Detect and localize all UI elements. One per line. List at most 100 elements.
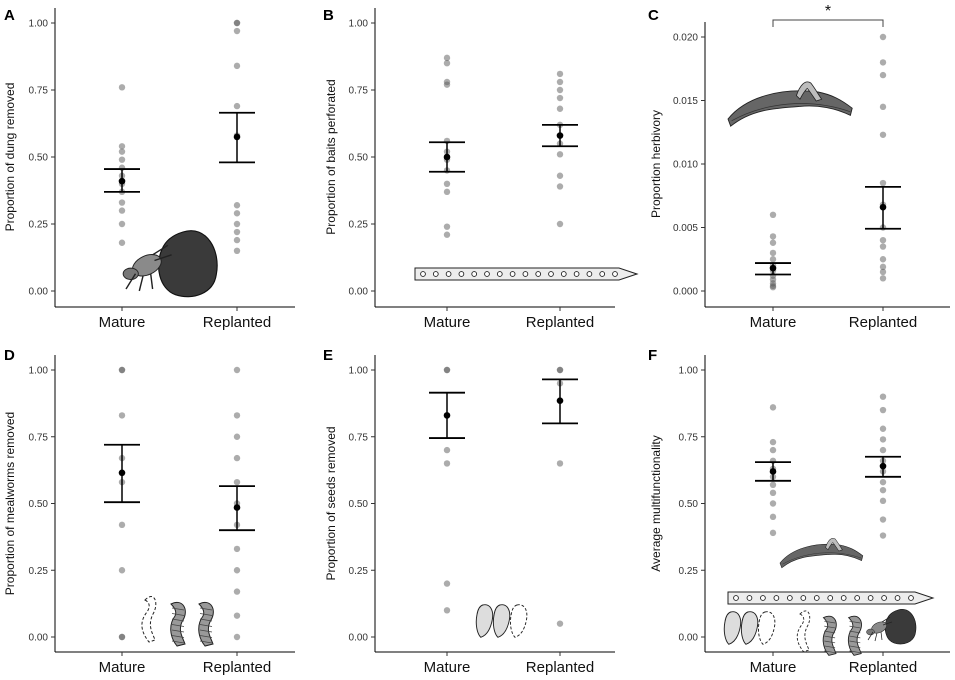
bait-hole [496, 271, 503, 277]
data-point [879, 478, 887, 486]
mealworm-segment [824, 650, 836, 654]
data-point [233, 202, 241, 209]
data-point [769, 489, 777, 497]
leaf-fold [795, 81, 823, 102]
combined-mealworms [796, 610, 862, 656]
y-tick-label: 0.020 [673, 33, 698, 44]
y-tick-label: 0.25 [679, 566, 699, 577]
bait-hole [509, 271, 516, 277]
y-tick-label: 1.00 [29, 19, 49, 30]
data-point [879, 256, 887, 263]
data-point [233, 210, 241, 217]
panel-a: A 0.00 0.25 0.50 0.75 1.00 Mature Replanted Prop… [3, 7, 295, 331]
mealworm-segment [199, 624, 213, 627]
panel-letter: F [648, 347, 657, 364]
bait-hole [573, 271, 580, 277]
data-point [233, 366, 241, 374]
data-point [233, 545, 241, 553]
data-point [556, 105, 564, 112]
data-point [233, 247, 241, 254]
x-tick-label: Mature [99, 314, 146, 331]
data-point [769, 404, 777, 411]
mealworm-segment [199, 607, 213, 611]
data-point [769, 233, 777, 240]
mealworm-segment [849, 635, 861, 639]
y-axis-title: Proportion of dung removed [3, 83, 17, 232]
x-tick-label: Mature [99, 659, 146, 676]
y-tick-label: 0.000 [673, 287, 698, 298]
bait-hole [854, 595, 861, 601]
bait-hole [760, 595, 766, 601]
data-point [233, 567, 241, 574]
data-point [233, 62, 241, 70]
data-point [879, 59, 887, 66]
y-axis-title: Proportion herbivory [649, 110, 663, 218]
data-point [879, 393, 887, 400]
mealworm [198, 602, 214, 647]
data-point [233, 433, 241, 440]
y-tick-label: 1.00 [349, 366, 369, 377]
bait-hole [458, 271, 465, 277]
bait-hole [612, 271, 618, 277]
bait-hole [560, 271, 567, 277]
mean-point [443, 412, 451, 419]
mean-point [233, 133, 241, 141]
mealworm-segment [849, 630, 861, 634]
data-point [443, 188, 451, 196]
data-point [443, 231, 451, 238]
mealworm-segment [824, 620, 836, 624]
data-point [879, 237, 887, 244]
data-point [769, 211, 777, 218]
panel-letter: B [323, 7, 334, 24]
data-point [118, 366, 126, 374]
data-point [443, 81, 451, 88]
bait-hole [535, 271, 542, 277]
y-axis-title: Proportion of baits perforated [324, 79, 338, 234]
y-tick-label: 0.75 [349, 432, 369, 443]
mealworm-segment [171, 629, 185, 633]
bait-hole [420, 271, 426, 277]
y-tick-label: 0.00 [349, 287, 369, 298]
data-point [879, 275, 887, 282]
panel-letter: D [4, 347, 15, 364]
data-point [879, 71, 887, 79]
mealworm-outline [141, 596, 157, 643]
bait-hole [881, 595, 887, 601]
data-point [233, 19, 241, 27]
mealworm-segment [171, 640, 185, 644]
beetle-leg [880, 631, 883, 641]
data-point [556, 151, 564, 158]
data-point [118, 143, 126, 150]
bait-hole [522, 271, 529, 277]
mean-point [443, 153, 451, 161]
mealworm-segment [171, 624, 185, 627]
data-point [769, 446, 777, 454]
y-tick-label: 0.50 [29, 153, 49, 164]
mealworm-segment [824, 640, 836, 644]
y-tick-label: 0.75 [349, 86, 369, 97]
data-point [443, 223, 451, 230]
data-point [233, 612, 241, 619]
x-tick-label: Replanted [849, 659, 917, 676]
data-point [556, 460, 564, 467]
data-point [769, 438, 777, 446]
y-tick-label: 0.25 [29, 566, 49, 577]
data-point [118, 412, 126, 419]
data-point [879, 532, 887, 539]
beetle-leg [867, 631, 874, 641]
bait-strip-icon [727, 591, 935, 605]
mealworm-outline [796, 610, 811, 653]
mean-point [118, 469, 126, 477]
panel-c: C 0.000 0.005 0.010 0.015 0.020 Mature Replante… [648, 3, 950, 331]
y-tick-label: 0.25 [349, 566, 369, 577]
beetle-leg [149, 273, 154, 290]
beetle-head [866, 628, 875, 636]
data-point [233, 412, 241, 419]
y-tick-label: 0.005 [673, 223, 698, 234]
dung-ball [158, 230, 218, 298]
data-point [556, 183, 564, 190]
data-point [118, 239, 126, 246]
bait-hole [894, 595, 901, 601]
bait-hole [867, 595, 874, 601]
data-point [443, 446, 451, 454]
